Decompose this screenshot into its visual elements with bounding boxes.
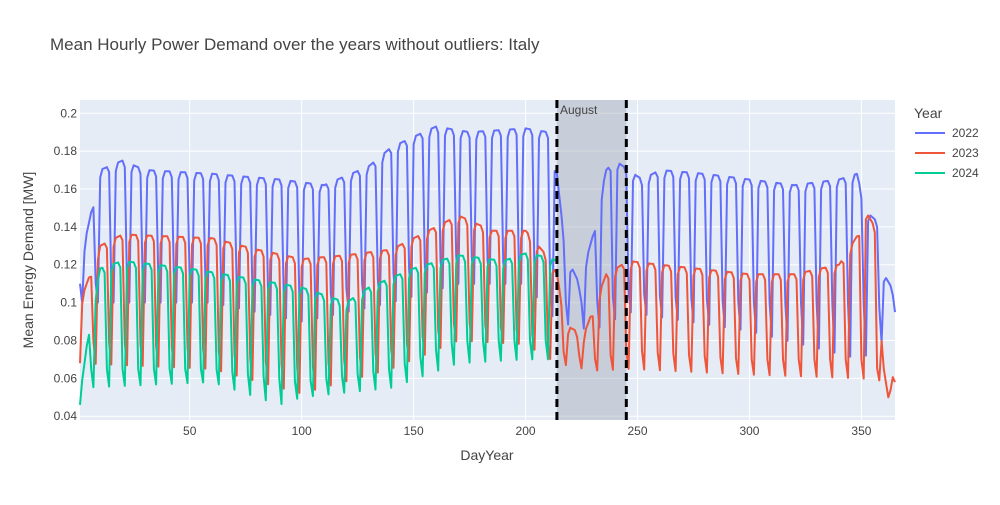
august-boundaries [555,100,628,420]
series-line-2022[interactable] [79,125,896,358]
y-axis-title: Mean Energy Demand [MW] [20,172,36,349]
legend-title: Year [914,105,943,121]
y-tick-label: 0.06 [54,371,78,385]
x-tick-label: 100 [292,424,312,438]
y-tick-label: 0.12 [54,258,78,272]
x-axis-ticks: 50 100 150 200 250 300 350 [183,424,872,438]
series-line-2023[interactable] [79,214,896,399]
august-highlight [556,100,627,420]
x-tick-label: 300 [739,424,759,438]
y-axis-ticks: 0.04 0.06 0.08 0.1 0.12 0.14 0.16 0.18 0.2 [54,106,78,423]
y-tick-label: 0.14 [54,220,78,234]
y-tick-label: 0.1 [60,296,77,310]
legend-label: 2024 [952,166,979,180]
legend[interactable]: Year 2022 2023 2024 [914,105,979,180]
legend-label: 2023 [952,146,979,160]
y-tick-label: 0.18 [54,144,78,158]
legend-item-2024[interactable]: 2024 [915,166,979,180]
chart-title: Mean Hourly Power Demand over the years … [50,35,540,54]
y-tick-label: 0.04 [54,409,78,423]
august-annotation: August [560,103,598,117]
x-tick-label: 150 [404,424,424,438]
x-tick-label: 50 [183,424,197,438]
x-tick-label: 200 [516,424,536,438]
august-shaded-region [556,100,627,420]
legend-item-2023[interactable]: 2023 [915,146,979,160]
x-axis-title: DayYear [460,447,514,463]
y-tick-label: 0.16 [54,182,78,196]
x-tick-label: 250 [627,424,647,438]
series-line-2024[interactable] [79,252,558,406]
legend-item-2022[interactable]: 2022 [915,126,979,140]
y-tick-label: 0.2 [60,106,77,120]
series-lines [79,125,896,406]
legend-label: 2022 [952,126,979,140]
x-tick-label: 350 [851,424,871,438]
y-tick-label: 0.08 [54,333,78,347]
